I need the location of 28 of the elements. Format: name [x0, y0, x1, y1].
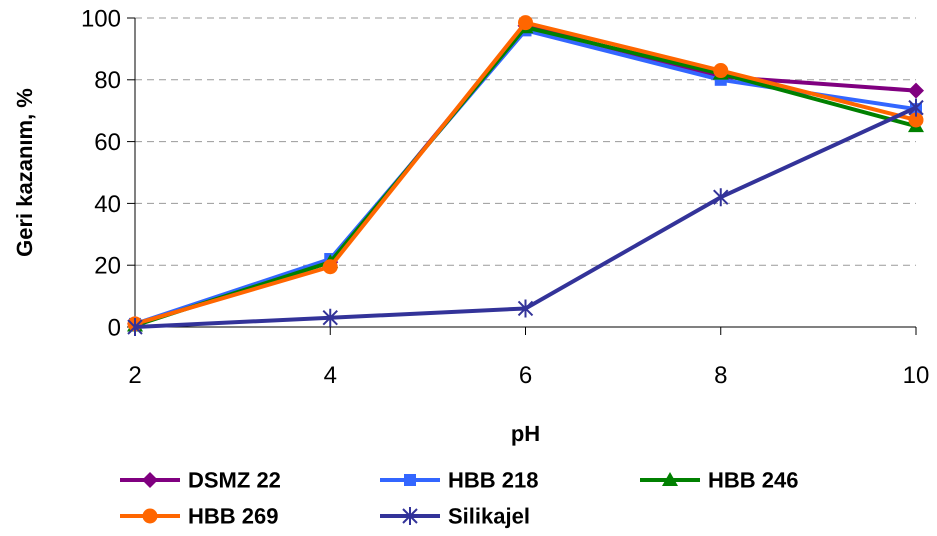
- point: [518, 15, 533, 30]
- x-axis-title: pH: [510, 421, 540, 446]
- y-tick-label: 60: [94, 129, 121, 156]
- x-tick-label: 2: [128, 362, 142, 389]
- y-tick-label: 40: [94, 190, 121, 218]
- legend-label: Silikajel: [448, 504, 530, 529]
- y-tick-label: 0: [108, 314, 121, 342]
- legend-label: HBB 218: [448, 468, 538, 493]
- legend-label: DSMZ 22: [188, 468, 281, 493]
- point: [908, 112, 924, 128]
- x-tick-label: 6: [518, 362, 532, 389]
- point: [908, 82, 924, 99]
- y-axis-title: Geri kazanım, %: [12, 88, 37, 257]
- legend-label: HBB 246: [708, 468, 798, 493]
- x-tick-label: 8: [714, 362, 728, 389]
- y-tick-label: 20: [94, 252, 121, 280]
- y-tick-label: 80: [94, 67, 121, 94]
- point: [322, 259, 338, 274]
- y-tick-label: 100: [80, 5, 121, 32]
- x-tick-label: 10: [902, 362, 930, 389]
- point: [518, 298, 534, 318]
- point: [127, 317, 143, 337]
- point: [713, 63, 728, 78]
- point: [322, 308, 338, 328]
- point: [712, 187, 729, 208]
- legend-label: HBB 269: [188, 504, 278, 529]
- x-tick-label: 4: [324, 362, 337, 389]
- point: [908, 98, 924, 118]
